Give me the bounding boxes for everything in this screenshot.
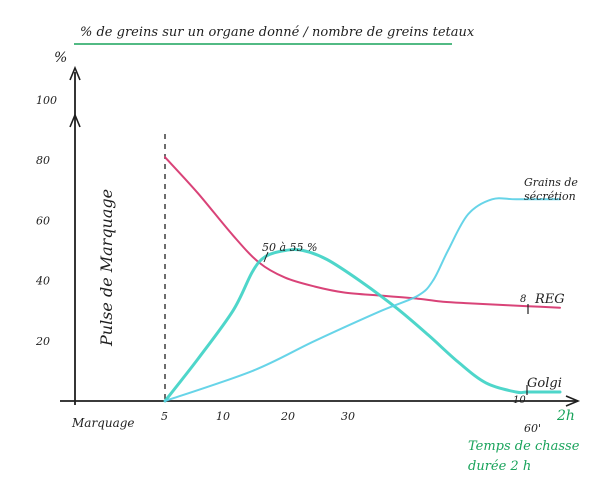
y-tick-label: 80: [36, 154, 50, 167]
series-group: [163, 156, 562, 403]
x-tick-label: 60': [524, 422, 541, 435]
x-axis-arrow: [565, 395, 581, 407]
x-tick-label: 10: [216, 410, 230, 423]
series-label-reg: REG: [534, 292, 565, 307]
time-caption-line2: durée 2 h: [468, 459, 531, 474]
peak-annotation: 50 à 55 %: [262, 241, 318, 254]
golgi-tick-label: 10: [513, 395, 526, 406]
x-tick-label: 20: [280, 410, 295, 423]
series-line-secretion: [164, 197, 561, 402]
y-tick-labels: 100 80 60 40 20: [35, 94, 57, 348]
chart-title: % de greins sur un organe donné / nombre…: [80, 25, 475, 40]
y-tick-label: 20: [35, 335, 50, 348]
y-axis-arrow-mid: [69, 112, 81, 128]
peak-annotation-pointer: [263, 251, 269, 263]
y-axis-label: %: [54, 50, 67, 66]
series-label-secretion-line2: sécrétion: [524, 190, 576, 203]
series-label-secretion-line1: Grains de: [524, 176, 578, 189]
axes: [60, 65, 581, 407]
series-line-reg: [164, 156, 561, 309]
pulse-label: Pulse de Marquage: [97, 189, 116, 347]
x-tick-label: 5: [161, 410, 168, 423]
time-caption-line1: Temps de chasse: [468, 439, 580, 454]
y-tick-label: 40: [35, 275, 50, 288]
series-line-golgi: [163, 248, 562, 403]
x-end-label: 2h: [556, 408, 575, 424]
reg-tick-label: 8: [520, 294, 526, 305]
x-tick-labels: 5 10 20 30 60': [161, 410, 541, 435]
y-axis-arrow-top: [69, 65, 81, 81]
x-tick-label: 30: [341, 410, 355, 423]
x-origin-label: Marquage: [71, 416, 135, 430]
series-label-golgi: Golgi: [527, 376, 562, 391]
y-tick-label: 60: [36, 214, 50, 227]
y-tick-label: 100: [36, 94, 57, 107]
